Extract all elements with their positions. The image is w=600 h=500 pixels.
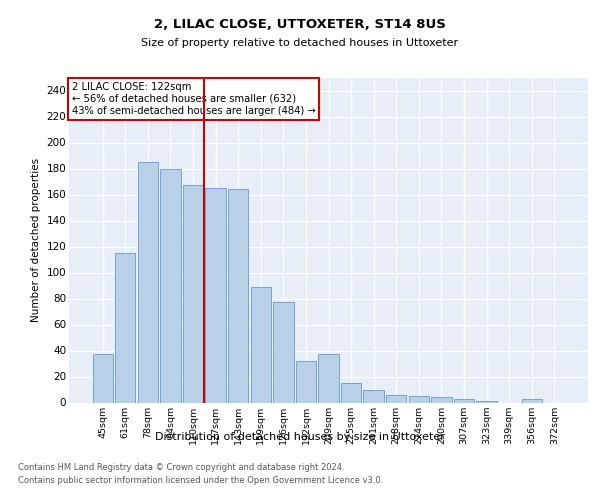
Bar	[431, 398, 452, 402]
Bar	[160, 168, 181, 402]
Bar	[296, 361, 316, 403]
Bar	[409, 396, 429, 402]
Bar	[183, 186, 203, 402]
Text: Contains HM Land Registry data © Crown copyright and database right 2024.: Contains HM Land Registry data © Crown c…	[18, 462, 344, 471]
Bar	[92, 354, 113, 403]
Bar	[228, 190, 248, 402]
Bar	[341, 383, 361, 402]
Text: 2 LILAC CLOSE: 122sqm
← 56% of detached houses are smaller (632)
43% of semi-det: 2 LILAC CLOSE: 122sqm ← 56% of detached …	[71, 82, 316, 116]
Bar	[521, 398, 542, 402]
Y-axis label: Number of detached properties: Number of detached properties	[31, 158, 41, 322]
Bar	[273, 302, 293, 402]
Text: Contains public sector information licensed under the Open Government Licence v3: Contains public sector information licen…	[18, 476, 383, 485]
Text: Size of property relative to detached houses in Uttoxeter: Size of property relative to detached ho…	[142, 38, 458, 48]
Bar	[205, 188, 226, 402]
Bar	[386, 394, 406, 402]
Bar	[364, 390, 384, 402]
Bar	[476, 401, 497, 402]
Text: Distribution of detached houses by size in Uttoxeter: Distribution of detached houses by size …	[155, 432, 445, 442]
Bar	[454, 398, 474, 402]
Bar	[138, 162, 158, 402]
Text: 2, LILAC CLOSE, UTTOXETER, ST14 8US: 2, LILAC CLOSE, UTTOXETER, ST14 8US	[154, 18, 446, 30]
Bar	[319, 354, 338, 403]
Bar	[115, 253, 136, 402]
Bar	[251, 287, 271, 403]
